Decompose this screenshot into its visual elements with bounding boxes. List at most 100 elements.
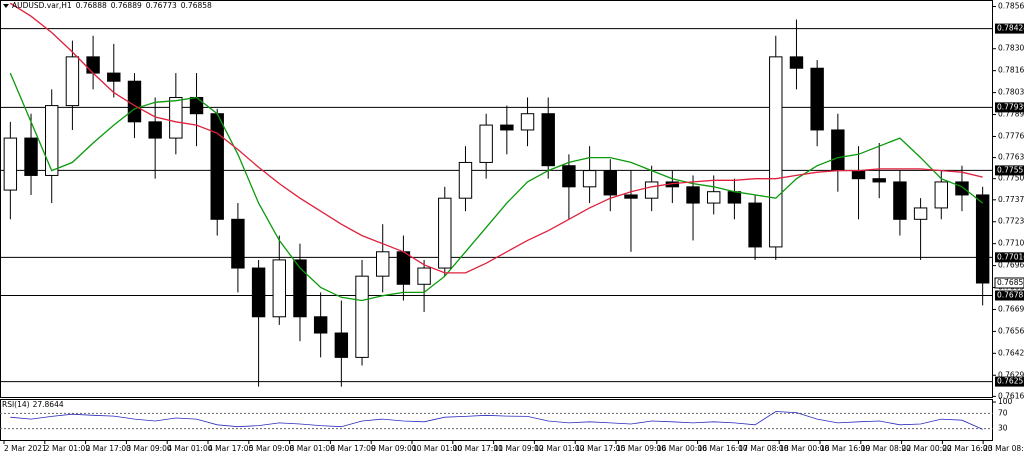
- level-label: 0.77551: [997, 165, 1024, 174]
- candle-body: [3, 137, 18, 191]
- header-value: 0.76888: [76, 1, 107, 10]
- candle-body: [417, 267, 431, 285]
- current-price: 0.76858: [997, 278, 1024, 287]
- candle-body: [934, 181, 948, 209]
- candle-body: [955, 181, 969, 196]
- candle-body: [293, 259, 307, 318]
- level-label-box: [995, 252, 1024, 263]
- rsi-panel: [0, 399, 993, 441]
- candle-body: [334, 332, 349, 358]
- candle-body: [169, 96, 183, 139]
- candle-body: [45, 105, 59, 176]
- candle-body: [251, 267, 266, 318]
- level-label-box: [995, 290, 1024, 301]
- x-tick-label: 12 Mar 17:00: [575, 444, 625, 453]
- y-tick-label: 0.76695: [998, 304, 1024, 313]
- level-label-box: [995, 376, 1024, 387]
- x-tick-label: 4 Mar 17:00: [208, 444, 254, 453]
- candle-body: [603, 170, 617, 196]
- candle-body: [727, 191, 742, 204]
- x-tick-label: 12 Mar 01:00: [534, 444, 584, 453]
- rsi-label: RSI(14): [2, 400, 30, 409]
- x-tick-label: 18 Mar 16:00: [820, 444, 870, 453]
- candle-body: [355, 275, 369, 358]
- x-tick-label: 22 Mar 16:00: [942, 444, 992, 453]
- rsi-tick-label: 100: [998, 397, 1013, 406]
- candle-body: [913, 207, 928, 220]
- x-tick-label: 2 Mar 17:00: [86, 444, 132, 453]
- y-tick-label: 0.77235: [998, 217, 1024, 226]
- x-tick-label: 19 Mar 08:00: [861, 444, 911, 453]
- candle-body: [893, 181, 907, 220]
- candle-body: [376, 251, 390, 277]
- level-label-box: [995, 165, 1024, 176]
- candle-body: [686, 186, 700, 204]
- candle-body: [24, 137, 38, 176]
- y-tick-label: 0.77895: [998, 110, 1024, 119]
- x-tick-label: 8 Mar 01:00: [290, 444, 336, 453]
- x-tick-label: 16 Mar 16:00: [698, 444, 748, 453]
- header-value: 0.76858: [181, 1, 212, 10]
- level-label-box: [995, 23, 1024, 34]
- x-tick-label: 9 Mar 09:00: [371, 444, 417, 453]
- level-label: 0.77939: [997, 102, 1024, 111]
- x-tick-label: 15 Mar 09:00: [616, 444, 666, 453]
- candle-body: [458, 161, 473, 199]
- x-tick-label: 10 Mar 17:00: [453, 444, 503, 453]
- candle-body: [210, 113, 224, 220]
- candle-body: [975, 194, 990, 284]
- candle-body: [520, 113, 535, 131]
- moving-average: [9, 2, 983, 274]
- y-tick-label: 0.76965: [998, 261, 1024, 270]
- candle-body: [748, 202, 762, 248]
- level-label: 0.77016: [997, 252, 1024, 261]
- menu-arrow[interactable]: [3, 4, 9, 8]
- header-value: 0.76889: [111, 1, 142, 10]
- price-box: [994, 277, 1024, 289]
- x-tick-label: 5 Mar 09:00: [249, 444, 295, 453]
- candle-body: [272, 259, 286, 318]
- candle-body: [872, 178, 886, 183]
- candle-body: [189, 96, 204, 115]
- candle-body: [831, 129, 845, 172]
- candle-body: [769, 56, 783, 248]
- x-tick-label: 11 Mar 09:00: [494, 444, 544, 453]
- candle-body: [500, 124, 514, 131]
- header-value: 0.76773: [146, 1, 177, 10]
- candle-body: [231, 218, 245, 269]
- candle-body: [582, 170, 597, 188]
- y-tick-label: 0.76425: [998, 348, 1024, 357]
- moving-average: [9, 72, 984, 302]
- candle-body: [789, 56, 804, 69]
- x-tick-label: 16 Mar 00:00: [657, 444, 707, 453]
- candle-body: [644, 181, 659, 199]
- candle-body: [541, 113, 555, 167]
- rsi-tick-label: 70: [998, 408, 1008, 417]
- level-label: 0.76251: [997, 377, 1024, 386]
- rsi-tick-label: 30: [998, 424, 1008, 433]
- x-tick-label: 23 Mar 08:00: [983, 444, 1024, 453]
- candle-body: [810, 67, 824, 131]
- rsi-value: 27.8644: [33, 400, 64, 409]
- x-tick-label: 18 Mar 00:00: [779, 444, 829, 453]
- x-tick-label: 2 Mar 01:00: [45, 444, 91, 453]
- level-label: 0.78424: [997, 24, 1024, 33]
- candle-body: [851, 170, 866, 180]
- rsi-header: RSI(14) 27.8644: [2, 400, 64, 409]
- x-tick-label: 3 Mar 09:00: [126, 444, 172, 453]
- x-tick-label: 22 Mar 00:00: [902, 444, 952, 453]
- x-tick-label: 4 Mar 01:00: [167, 444, 213, 453]
- candle-body: [624, 194, 638, 199]
- candle-body: [148, 121, 162, 139]
- candle-body: [127, 80, 142, 123]
- candle-body: [562, 165, 576, 188]
- x-tick-label: 8 Mar 17:00: [330, 444, 376, 453]
